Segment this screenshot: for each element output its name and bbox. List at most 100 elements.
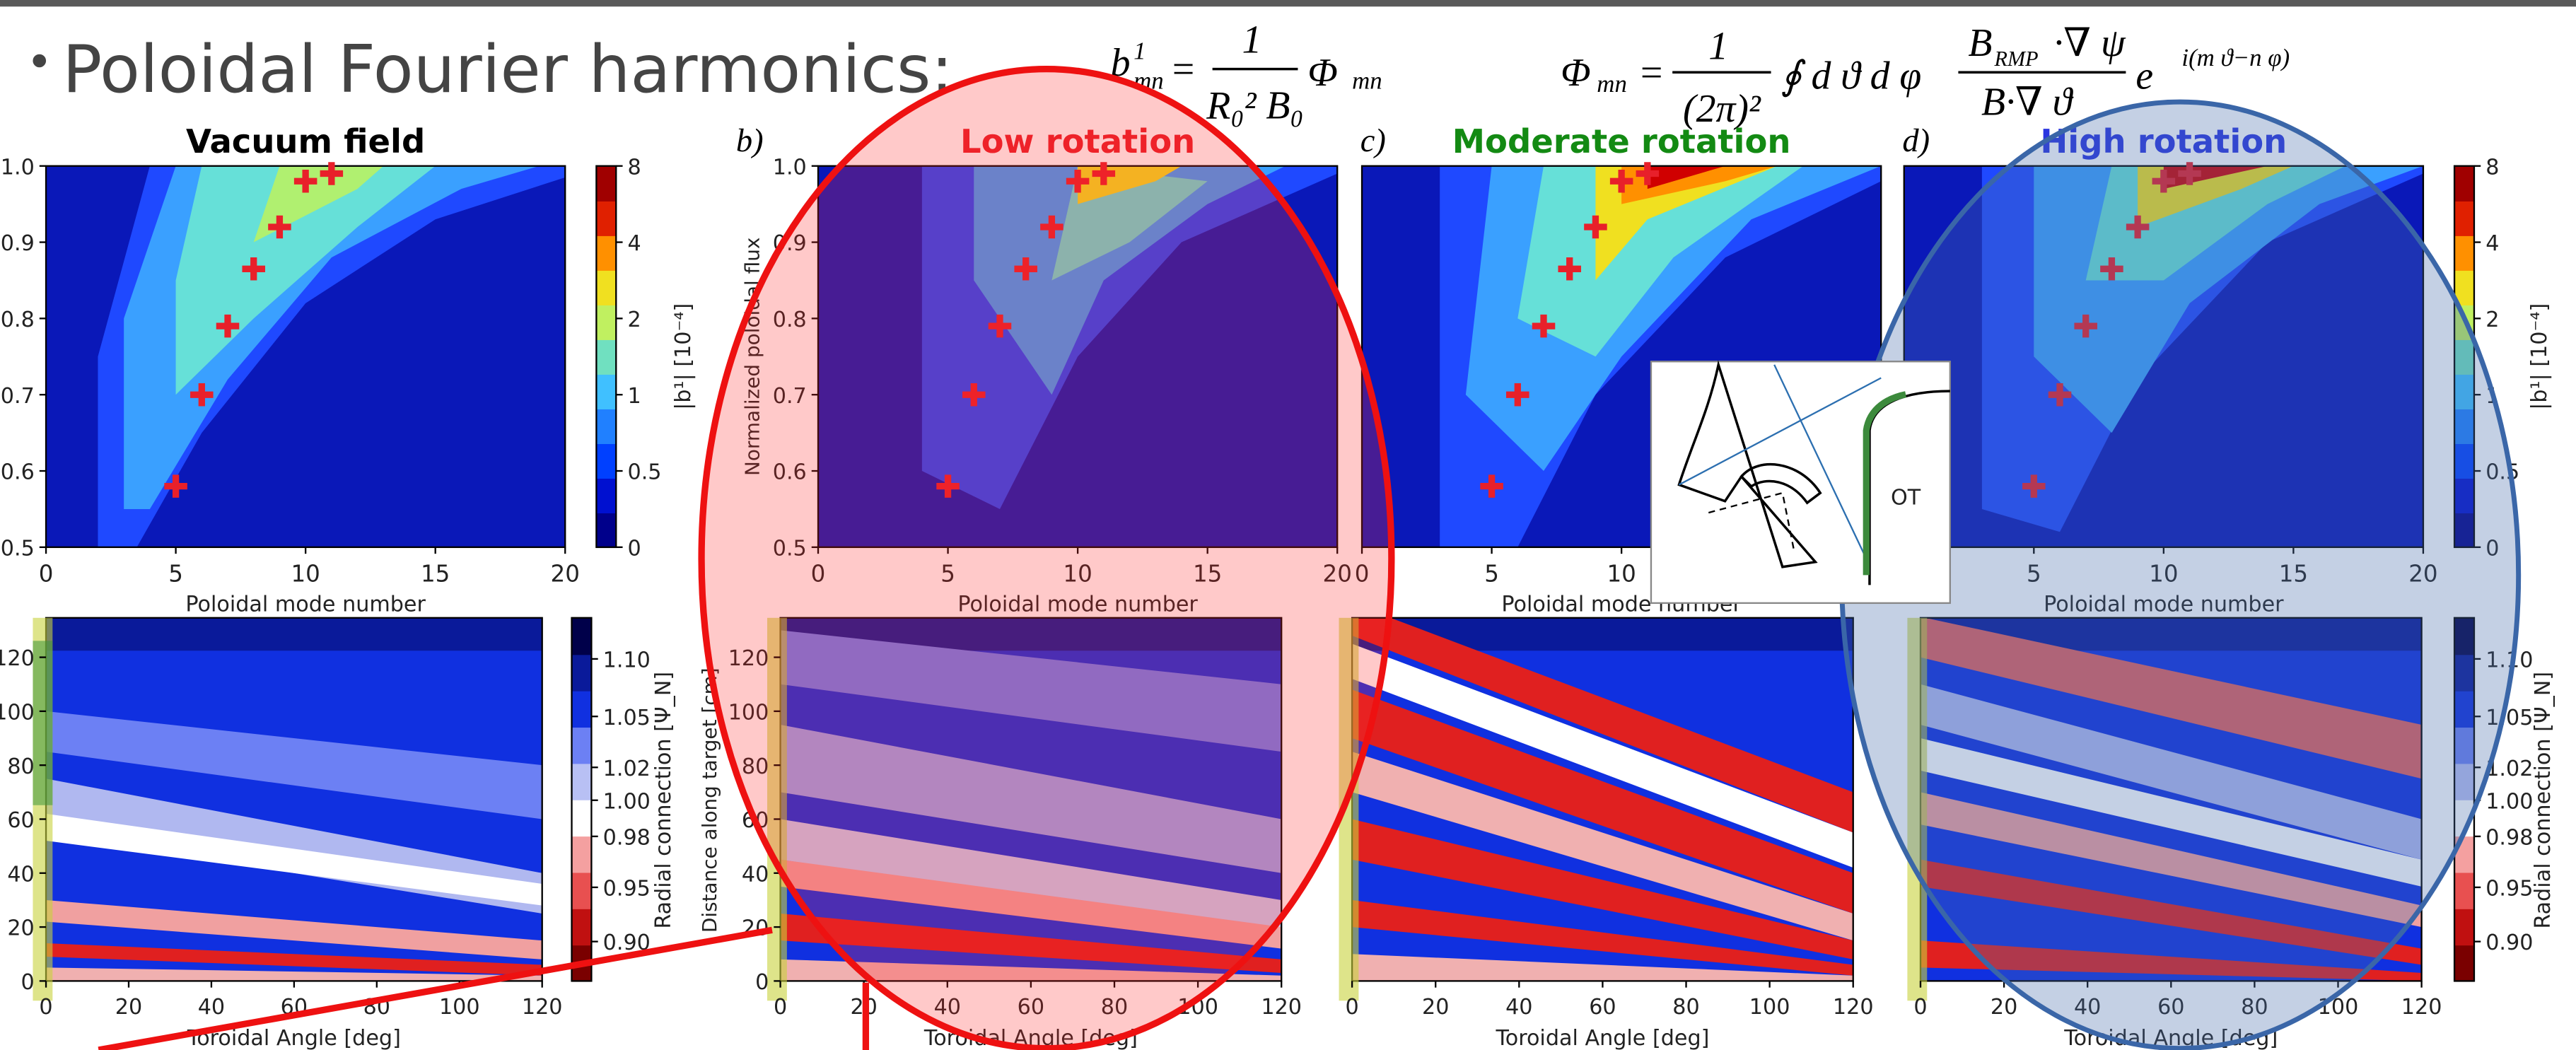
x-tick-label: 0 <box>39 995 52 1020</box>
x-tick-label: 120 <box>1261 995 1302 1020</box>
colorbar-tick-label: 2 <box>2485 308 2499 332</box>
bullet <box>33 54 46 68</box>
formula-text: e <box>2135 54 2153 98</box>
colorbar-tick-label: 2 <box>628 308 641 332</box>
highlight-ellipse-red <box>701 69 1392 1049</box>
colorbar-label: |b¹| [10⁻⁴] <box>671 303 696 410</box>
formula-text: 1 <box>1133 37 1146 65</box>
x-tick-label: 60 <box>1589 995 1616 1020</box>
colorbar-segment <box>596 374 616 409</box>
top-bar <box>0 0 2576 6</box>
inset-label: OT <box>1891 485 1921 510</box>
colorbar-tick-label: 1.00 <box>603 789 651 814</box>
colorbar-tick-label: 0.98 <box>2485 826 2533 851</box>
colorbar-tick-label: 1.05 <box>603 706 651 730</box>
formula-text: ·∇ ψ <box>2053 21 2126 65</box>
x-tick-label: 40 <box>1505 995 1532 1020</box>
x-tick-label: 5 <box>1484 561 1499 588</box>
x-axis-label: Poloidal mode number <box>185 593 426 617</box>
contour-plot <box>46 618 542 981</box>
colorbar-label: Radial connection [Ψ_N] <box>2531 672 2555 929</box>
colorbar-tick-label: 0.95 <box>603 877 651 902</box>
y-tick-label: 40 <box>7 862 34 887</box>
colorbar-segment <box>572 872 592 909</box>
colorbar-tick-label: 8 <box>628 155 641 180</box>
colorbar-tick-label: 0 <box>628 536 641 561</box>
colorbar-label: |b¹| [10⁻⁴] <box>2527 303 2552 410</box>
colorbar-tick-label: 8 <box>2485 155 2499 180</box>
panel-letter: b) <box>736 123 764 159</box>
colorbar-segment <box>2454 235 2474 271</box>
colorbar-segment <box>2454 872 2474 909</box>
colorbar-segment <box>572 654 592 692</box>
colorbar-tick-label: 1.00 <box>2485 789 2533 814</box>
colorbar-segment <box>572 727 592 764</box>
y-tick-label: 0.6 <box>1 460 35 485</box>
colorbar-segment <box>2454 909 2474 946</box>
formula-text: Φ <box>1307 51 1337 95</box>
x-tick-label: 120 <box>1833 995 1874 1020</box>
colorbar-segment <box>596 235 616 271</box>
y-tick-label: 80 <box>7 754 34 779</box>
x-tick-label: 20 <box>1991 995 2017 1020</box>
y-tick-label: 0.9 <box>1 231 35 256</box>
x-tick-label: 120 <box>522 995 563 1020</box>
x-tick-label: 10 <box>291 561 320 588</box>
panel-letter: d) <box>1902 123 1930 159</box>
formula-text: Φ <box>1561 51 1590 95</box>
colorbar-segment <box>2454 201 2474 236</box>
x-tick-label: 20 <box>1422 995 1449 1020</box>
colorbar-segment <box>596 305 616 340</box>
colorbar-tick-label: 0.90 <box>2485 931 2533 955</box>
y-tick-label: 20 <box>7 916 34 941</box>
formula-text: B·∇ ϑ <box>1981 81 2074 124</box>
y-tick-label: 120 <box>0 646 35 671</box>
x-tick-label: 0 <box>1346 995 1359 1020</box>
formula-text: ∮ d ϑ d φ <box>1781 54 1922 98</box>
colorbar-segment <box>2454 945 2474 982</box>
colorbar-tick-label: 4 <box>628 231 641 256</box>
y-tick-label: 1.0 <box>1 155 35 180</box>
y-tick-label: 1.0 <box>773 155 807 180</box>
x-tick-label: 100 <box>1749 995 1790 1020</box>
y-tick-label: 100 <box>0 700 35 725</box>
x-tick-label: 15 <box>421 561 450 588</box>
y-tick-label: 0.8 <box>1 308 35 332</box>
x-tick-label: 80 <box>1672 995 1699 1020</box>
colorbar-tick-label: 1.02 <box>603 757 651 781</box>
contour-plot <box>46 166 565 547</box>
panel-letter: c) <box>1360 123 1386 159</box>
target-strip-green <box>33 641 52 805</box>
y-tick-label: 60 <box>7 808 34 833</box>
formula-text: B <box>1968 21 1992 65</box>
x-tick-label: 0 <box>1913 995 1927 1020</box>
colorbar-segment <box>572 618 592 655</box>
x-tick-label: 120 <box>2401 995 2442 1020</box>
y-tick-label: 0.5 <box>1 536 35 561</box>
colorbar-segment <box>572 691 592 728</box>
y-tick-label: 40 <box>742 862 769 887</box>
colorbar-tick-label: 4 <box>2485 231 2499 256</box>
colorbar-segment <box>572 800 592 837</box>
panel-title: Moderate rotation <box>1452 122 1791 161</box>
y-tick-label: 0 <box>755 970 769 995</box>
x-tick-label: 0 <box>774 995 787 1020</box>
colorbar-segment <box>596 443 616 479</box>
panel-title: Vacuum field <box>186 122 425 161</box>
colorbar-segment <box>572 836 592 873</box>
colorbar-segment <box>596 166 616 202</box>
colorbar-segment <box>596 201 616 236</box>
x-tick-label: 40 <box>198 995 225 1020</box>
formula-text: RMP <box>1994 47 2039 71</box>
x-tick-label: 10 <box>1607 561 1636 588</box>
colorbar-label: Radial connection [Ψ_N] <box>651 672 676 929</box>
formula-text: mn <box>1352 66 1382 94</box>
formula-text: R₀² B₀ <box>1206 83 1304 127</box>
formula-text: 1 <box>1242 18 1261 62</box>
x-tick-label: 20 <box>551 561 580 588</box>
contour-fill <box>46 618 542 651</box>
formula-text: = <box>1638 51 1665 95</box>
x-tick-label: 0 <box>39 561 54 588</box>
contour-plot <box>1352 603 1853 981</box>
formula-text: mn <box>1597 70 1627 98</box>
